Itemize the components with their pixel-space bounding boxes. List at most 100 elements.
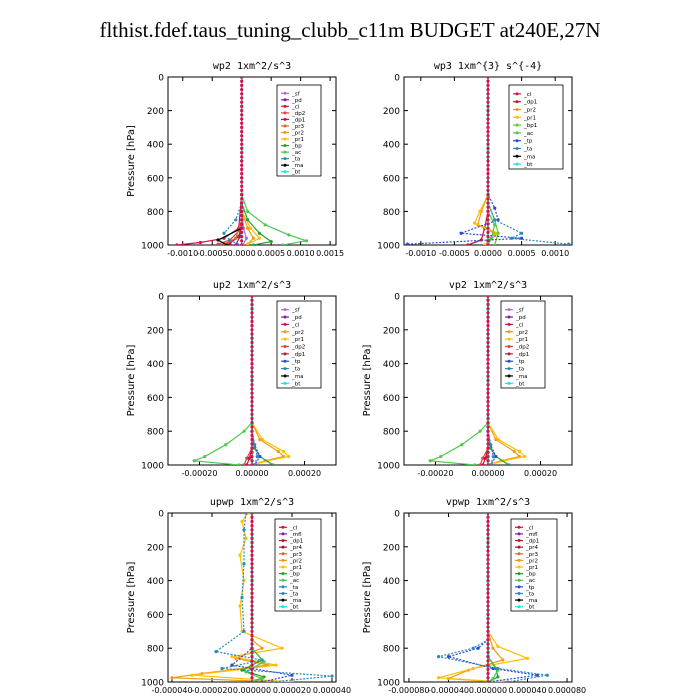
zero-profile-marker [250, 315, 254, 319]
legend-marker [283, 374, 287, 378]
data-point_ta [240, 595, 244, 600]
series-line_pr1 [191, 513, 293, 682]
legend-label: _bp [289, 572, 300, 578]
zero-profile-marker [250, 433, 254, 438]
zero-profile-marker [486, 659, 490, 663]
zero-profile-marker [486, 459, 490, 463]
legend-marker [507, 352, 511, 356]
legend-marker [283, 381, 287, 385]
zero-profile-marker [240, 138, 244, 142]
y-tick-label: 400 [383, 141, 400, 151]
data-point_dp1 [228, 241, 232, 245]
legend-label: _bp [291, 144, 302, 150]
y-tick-label: 600 [147, 611, 164, 621]
zero-profile-marker [486, 370, 490, 374]
data-point_dp1 [247, 456, 251, 460]
data-point_ta [242, 562, 246, 566]
zero-profile-marker [486, 378, 490, 383]
legend-marker [283, 124, 287, 128]
zero-profile-marker [250, 646, 254, 650]
zero-profile-marker [486, 79, 490, 83]
legend-marker [507, 337, 511, 341]
data-point_pr2 [260, 646, 264, 650]
data-point_ta [506, 680, 510, 682]
legend-marker [515, 154, 519, 158]
legend-label: _tp [523, 139, 533, 145]
legend-label: _ta [289, 585, 298, 591]
data-point_ta [545, 673, 549, 677]
legend-marker [517, 598, 521, 602]
y-tick-label: 600 [147, 174, 164, 184]
y-tick-label: 200 [383, 107, 400, 117]
data-point_bp [496, 675, 500, 679]
y-tick-label: 400 [383, 577, 400, 587]
panel-title: wp3 1xm^{3} s^{-4} [434, 61, 542, 72]
zero-profile-marker [240, 109, 244, 113]
zero-profile-marker [250, 353, 254, 357]
zero-profile-marker [250, 387, 254, 391]
legend-label: _mfl [289, 532, 302, 538]
y-tick-label: 200 [147, 543, 164, 553]
zero-profile-marker [250, 617, 254, 621]
zero-profile-marker [486, 222, 490, 226]
data-point_pr1 [257, 236, 261, 240]
zero-profile-marker [486, 193, 490, 197]
legend-marker [281, 578, 285, 582]
data-point_pr1 [280, 646, 284, 650]
series-line_ac [244, 513, 265, 682]
zero-profile-marker [486, 307, 490, 311]
legend-label: _pr4 [525, 545, 539, 551]
zero-profile-marker [250, 438, 254, 442]
zero-profile-marker [486, 574, 490, 578]
zero-profile-marker [486, 383, 490, 387]
zero-profile-marker [250, 450, 254, 454]
zero-profile-marker [250, 323, 254, 328]
zero-profile-marker [250, 446, 254, 450]
zero-profile-marker [250, 604, 254, 608]
legend-label: _pd [515, 315, 526, 321]
legend-box [500, 300, 546, 389]
zero-profile-marker [486, 600, 490, 604]
data-point_tp [494, 454, 498, 459]
x-tick-label: -0.00020 [418, 469, 454, 478]
zero-profile-marker [486, 608, 490, 612]
legend-marker [515, 147, 519, 150]
zero-profile-marker [486, 83, 490, 87]
data-point_dp2 [216, 242, 220, 245]
data-point_tp [476, 646, 480, 650]
data-point_bp [251, 243, 256, 245]
zero-profile-marker [240, 130, 244, 134]
data-point_ac [489, 236, 493, 240]
data-point_bp [257, 231, 261, 235]
data-point_ta [242, 629, 246, 633]
data-point_ac [192, 459, 196, 463]
zero-profile-marker [250, 378, 254, 383]
data-point_ac [245, 209, 250, 213]
legend-label: _cl [291, 104, 300, 110]
zero-profile-marker [240, 197, 244, 201]
data-point_pr2 [512, 449, 516, 454]
data-point_ta [270, 680, 274, 682]
data-point_pr1 [525, 656, 530, 660]
zero-profile-marker [250, 340, 254, 345]
legend-label: _pr1 [291, 137, 304, 143]
legend-marker [507, 345, 511, 348]
data-point_ac [203, 454, 207, 459]
zero-profile-marker [486, 366, 490, 370]
zero-profile-marker [250, 553, 254, 557]
legend-marker [517, 572, 521, 576]
data-point_ta [244, 513, 248, 515]
legend-marker [281, 605, 285, 609]
zero-profile-marker [486, 454, 490, 459]
zero-profile-marker [486, 528, 490, 532]
data-point_ac [304, 239, 309, 243]
legend-label: _ma [291, 374, 303, 380]
page-title: flthist.fdef.taus_tuning_clubb_c11m BUDG… [99, 18, 601, 42]
data-point_pr1 [517, 449, 522, 454]
x-tick-label: 0.00000 [235, 469, 268, 478]
x-tick-label: 0.0000 [228, 249, 256, 258]
zero-profile-marker [250, 374, 254, 378]
data-point_dp2 [481, 456, 485, 460]
zero-profile-marker [250, 600, 254, 604]
